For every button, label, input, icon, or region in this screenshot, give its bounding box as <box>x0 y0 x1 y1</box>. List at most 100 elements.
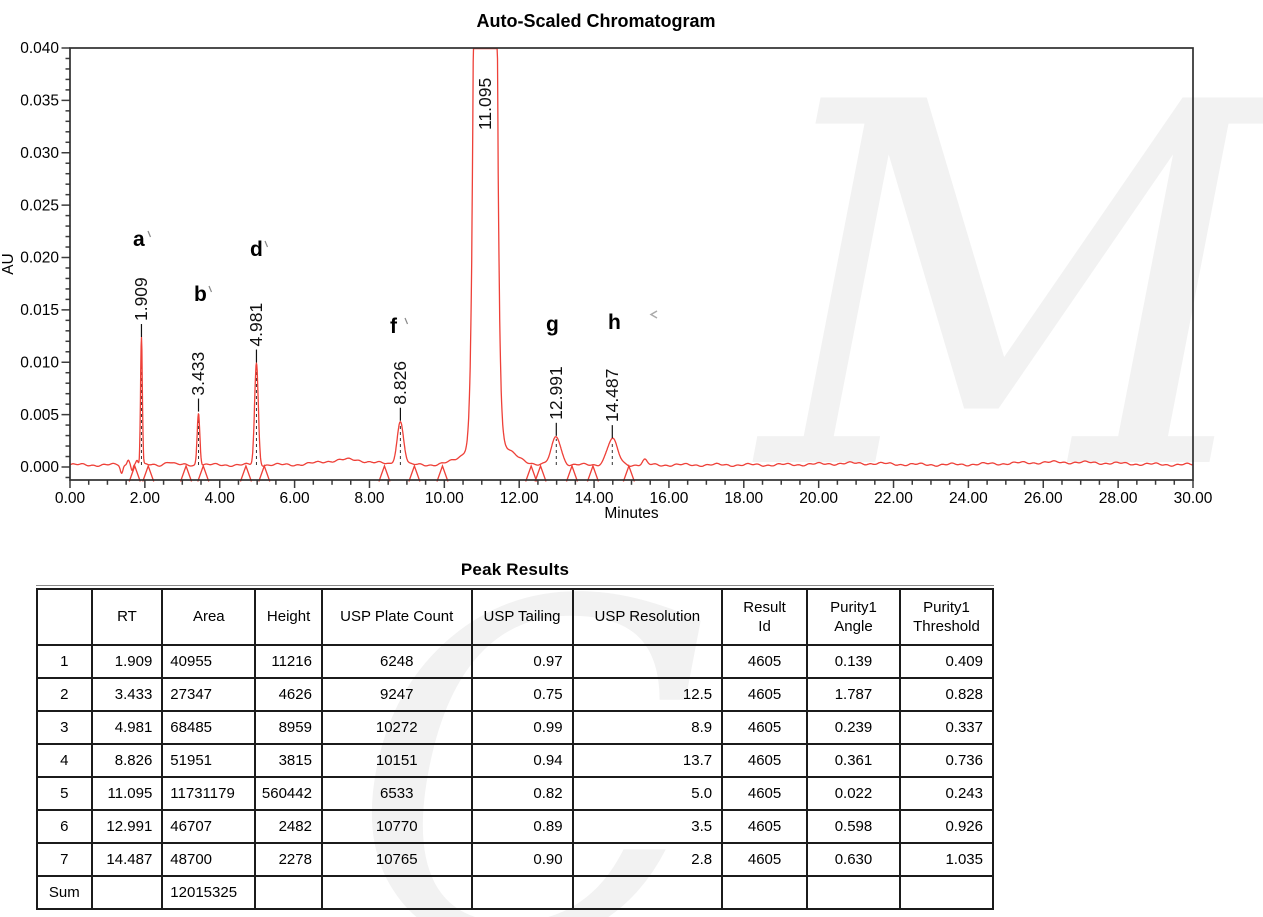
data-cell: 4605 <box>721 842 808 877</box>
data-cell: 3 <box>36 710 93 745</box>
data-cell: 11731179 <box>161 776 257 811</box>
svg-text:24.00: 24.00 <box>949 490 988 507</box>
svg-text:14.00: 14.00 <box>575 490 614 507</box>
peak-letter-b: b <box>194 283 207 306</box>
data-cell: 11216 <box>254 644 323 679</box>
data-cell: 4605 <box>721 743 808 778</box>
data-cell: 9247 <box>320 677 473 712</box>
chromatogram-trace <box>69 47 1194 474</box>
data-cell: 0.239 <box>806 710 901 745</box>
data-cell <box>806 875 901 910</box>
data-cell: 1.787 <box>806 677 901 712</box>
data-cell: 7 <box>36 842 93 877</box>
data-cell: 0.75 <box>470 677 574 712</box>
svg-text:28.00: 28.00 <box>1099 490 1138 507</box>
data-cell: 48700 <box>161 842 257 877</box>
svg-text:11.095: 11.095 <box>475 78 495 130</box>
data-cell: 5 <box>36 776 93 811</box>
data-cell: 0.630 <box>806 842 901 877</box>
data-cell: 2.8 <box>571 842 724 877</box>
table-row: 6 12.991 46707 2482 10770 0.89 3.5 4605 0.598 0.9… <box>36 809 995 844</box>
table-row: 3 4.981 68485 8959 10272 0.99 8.9 4605 0.239 0.33… <box>36 710 995 745</box>
svg-text:0.025: 0.025 <box>20 197 59 214</box>
svg-text:0.030: 0.030 <box>20 145 59 162</box>
data-cell: 8.826 <box>90 743 164 778</box>
data-cell: 10272 <box>320 710 473 745</box>
peak-letter-a: a <box>133 228 145 251</box>
svg-text:4.981: 4.981 <box>246 303 266 347</box>
svg-text:3.433: 3.433 <box>188 352 208 396</box>
data-cell: 12.991 <box>90 809 164 844</box>
svg-text:26.00: 26.00 <box>1024 490 1063 507</box>
peak-letter-g: g <box>546 313 559 336</box>
data-cell: 3815 <box>254 743 323 778</box>
data-cell <box>571 875 724 910</box>
data-cell: 2 <box>36 677 93 712</box>
y-axis-label: AU <box>0 253 17 275</box>
column-header: Purity1 Threshold <box>898 588 995 646</box>
peak-letter-h: h <box>608 311 621 334</box>
data-cell: 4605 <box>721 809 808 844</box>
svg-text:6.00: 6.00 <box>280 490 311 507</box>
data-cell: 6248 <box>320 644 473 679</box>
data-cell <box>898 875 995 910</box>
data-cell: 14.487 <box>90 842 164 877</box>
data-cell: 0.736 <box>898 743 995 778</box>
svg-text:18.00: 18.00 <box>724 490 763 507</box>
svg-text:4.00: 4.00 <box>205 490 236 507</box>
data-cell: 0.022 <box>806 776 901 811</box>
data-cell: 46707 <box>161 809 257 844</box>
data-cell: 4605 <box>721 644 808 679</box>
peak-letter-d: d <box>250 238 263 261</box>
data-cell: 10151 <box>320 743 473 778</box>
data-cell: 0.409 <box>898 644 995 679</box>
data-cell: 27347 <box>161 677 257 712</box>
column-header: USP Tailing <box>470 588 574 646</box>
data-cell <box>571 644 724 679</box>
tick-labels: 0.000 0.005 0.010 0.015 0.020 0.025 0.030 0.035… <box>20 40 1213 507</box>
svg-text:30.00: 30.00 <box>1174 490 1213 507</box>
column-header: USP Resolution <box>571 588 724 646</box>
data-cell: 0.82 <box>470 776 574 811</box>
svg-text:22.00: 22.00 <box>874 490 913 507</box>
table-row: 2 3.433 27347 4626 9247 0.75 12.5 4605 1.787 0.82… <box>36 677 995 712</box>
data-cell: 13.7 <box>571 743 724 778</box>
svg-text:0.020: 0.020 <box>20 250 59 267</box>
column-header: Result Id <box>721 588 808 646</box>
svg-text:0.005: 0.005 <box>20 407 59 424</box>
integration-marks <box>128 464 635 482</box>
data-cell: 1.909 <box>90 644 164 679</box>
peak-letter-f: f <box>390 315 398 338</box>
svg-text:0.000: 0.000 <box>20 459 59 476</box>
data-cell: 0.97 <box>470 644 574 679</box>
data-cell: 6533 <box>320 776 473 811</box>
data-cell: 0.99 <box>470 710 574 745</box>
column-header: USP Plate Count <box>320 588 473 646</box>
svg-text:14.487: 14.487 <box>602 369 622 423</box>
data-cell: 0.361 <box>806 743 901 778</box>
peak-marker-lines <box>140 340 613 465</box>
data-cell: 68485 <box>161 710 257 745</box>
table-row: 4 8.826 51951 3815 10151 0.94 13.7 4605 0.361 0.7… <box>36 743 995 778</box>
data-cell: 0.139 <box>806 644 901 679</box>
data-cell: 0.90 <box>470 842 574 877</box>
data-cell: 4605 <box>721 776 808 811</box>
data-cell: 8.9 <box>571 710 724 745</box>
svg-text:0.015: 0.015 <box>20 302 59 319</box>
data-cell: 10770 <box>320 809 473 844</box>
data-cell: 0.89 <box>470 809 574 844</box>
data-cell: 11.095 <box>90 776 164 811</box>
peak-results-section: Peak Results RT Area Height USP Plate Count… <box>36 560 995 910</box>
data-cell: 51951 <box>161 743 257 778</box>
column-header: Height <box>254 588 323 646</box>
data-cell: 4605 <box>721 710 808 745</box>
data-cell: 12.5 <box>571 677 724 712</box>
data-cell: 2278 <box>254 842 323 877</box>
column-header: Area <box>161 588 257 646</box>
svg-text:0.040: 0.040 <box>20 40 59 57</box>
svg-text:12.00: 12.00 <box>500 490 539 507</box>
svg-text:20.00: 20.00 <box>799 490 838 507</box>
data-cell: 0.94 <box>470 743 574 778</box>
svg-text:8.00: 8.00 <box>354 490 385 507</box>
